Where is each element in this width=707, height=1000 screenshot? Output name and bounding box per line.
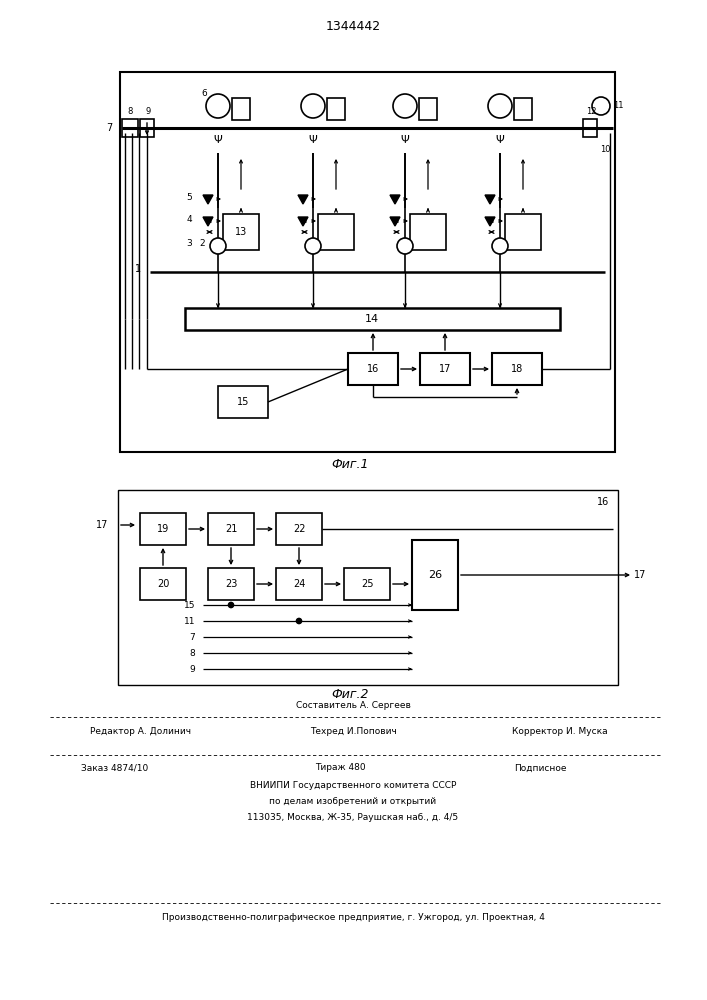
Text: 1344442: 1344442 [325,20,380,33]
Text: 17: 17 [439,364,451,374]
Bar [118,490,618,685]
Polygon shape [298,217,308,226]
Text: 9: 9 [146,107,151,116]
Bar [276,568,322,600]
Circle shape [488,94,512,118]
Text: 2: 2 [199,238,205,247]
Text: Ψ: Ψ [496,135,504,145]
Text: 17: 17 [633,570,646,580]
Bar [419,98,437,120]
Bar [420,353,470,385]
Bar [318,214,354,250]
Text: 19: 19 [157,524,169,534]
Bar [505,214,541,250]
Bar [514,98,532,120]
Bar [583,119,597,137]
Circle shape [206,94,230,118]
Text: Корректор И. Муска: Корректор И. Муска [512,728,608,736]
Text: Фиг.2: Фиг.2 [332,688,369,702]
Circle shape [592,97,610,115]
Text: Составитель А. Сергеев: Составитель А. Сергеев [296,702,411,710]
Text: 4: 4 [187,216,192,225]
Text: 9: 9 [189,664,195,674]
Circle shape [228,602,233,607]
Bar [232,98,250,120]
Text: Производственно-полиграфическое предприятие, г. Ужгород, ул. Проектная, 4: Производственно-полиграфическое предприя… [162,914,544,922]
Circle shape [492,238,508,254]
Text: 12: 12 [586,107,596,116]
Text: 24: 24 [293,579,305,589]
Polygon shape [390,217,400,226]
Text: Фиг.1: Фиг.1 [332,458,369,471]
Text: 8: 8 [127,107,133,116]
Text: 23: 23 [225,579,237,589]
Text: 8: 8 [189,648,195,658]
Text: 16: 16 [367,364,379,374]
Bar [208,513,254,545]
Circle shape [301,94,325,118]
Text: Ψ: Ψ [401,135,409,145]
Polygon shape [485,195,495,204]
Bar [410,214,446,250]
Text: 15: 15 [184,600,195,609]
Bar [120,72,615,452]
Bar [276,513,322,545]
Text: 11: 11 [613,102,624,110]
Text: Тираж 480: Тираж 480 [315,764,366,772]
Polygon shape [298,195,308,204]
Text: 16: 16 [597,497,609,507]
Text: 7: 7 [189,633,195,642]
Text: 17: 17 [95,520,108,530]
Bar [140,119,154,137]
Text: 3: 3 [186,239,192,248]
Bar [344,568,390,600]
Text: 5: 5 [186,194,192,202]
Circle shape [210,238,226,254]
Circle shape [296,618,301,624]
Bar [327,98,345,120]
Polygon shape [203,217,213,226]
Circle shape [397,238,413,254]
Polygon shape [390,195,400,204]
Polygon shape [203,195,213,204]
Text: 26: 26 [428,570,442,580]
Bar [348,353,398,385]
Bar [208,568,254,600]
Text: по делам изобретений и открытий: по делам изобретений и открытий [269,798,436,806]
Text: 113035, Москва, Ж-35, Раушская наб., д. 4/5: 113035, Москва, Ж-35, Раушская наб., д. … [247,814,459,822]
Text: 21: 21 [225,524,237,534]
Bar [140,568,186,600]
Text: 7: 7 [106,123,112,133]
Bar [185,308,560,330]
Bar [122,119,138,137]
Text: 25: 25 [361,579,373,589]
Text: Редактор А. Долинич: Редактор А. Долинич [90,728,190,736]
Text: 22: 22 [293,524,305,534]
Text: 15: 15 [237,397,249,407]
Text: 6: 6 [201,89,207,98]
Text: Техред И.Попович: Техред И.Попович [310,728,397,736]
Text: Заказ 4874/10: Заказ 4874/10 [81,764,148,772]
Text: 1: 1 [135,264,141,274]
Text: 11: 11 [184,616,195,626]
Circle shape [393,94,417,118]
Bar [223,214,259,250]
Polygon shape [485,217,495,226]
Bar [218,386,268,418]
Bar [492,353,542,385]
Text: ВНИИПИ Государственного комитета СССР: ВНИИПИ Государственного комитета СССР [250,782,456,790]
Circle shape [305,238,321,254]
Text: 20: 20 [157,579,169,589]
Text: Ψ: Ψ [309,135,317,145]
Text: 13: 13 [235,227,247,237]
Text: 10: 10 [600,145,610,154]
Text: 18: 18 [511,364,523,374]
Bar [412,540,458,610]
Text: Подписное: Подписное [514,764,566,772]
Text: Ψ: Ψ [214,135,223,145]
Bar [140,513,186,545]
Text: 14: 14 [365,314,379,324]
